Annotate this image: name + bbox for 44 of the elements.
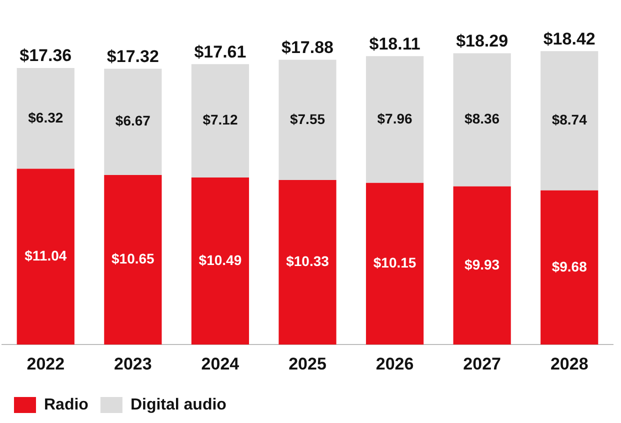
bar <box>366 182 424 345</box>
x-tick-label: 2027 <box>463 354 501 374</box>
total-label: $17.88 <box>282 38 334 57</box>
data-label: $10.65 <box>112 250 155 267</box>
data-label: $6.32 <box>28 109 64 126</box>
data-label: $7.55 <box>290 110 326 127</box>
total-label: $18.29 <box>456 31 508 50</box>
data-label: $10.15 <box>373 254 416 271</box>
data-label: $10.33 <box>286 253 330 270</box>
data-label: $10.49 <box>198 252 242 268</box>
bar <box>278 180 336 345</box>
total-label: $17.32 <box>106 46 159 66</box>
x-tick-label: 2028 <box>550 354 588 374</box>
x-tick-label: 2023 <box>114 354 152 374</box>
total-label: $17.36 <box>20 46 72 66</box>
x-tick-label: 2022 <box>26 354 65 374</box>
data-label: $6.67 <box>115 112 151 129</box>
total-label: $18.42 <box>543 29 596 48</box>
x-tick-label: 2024 <box>201 354 240 374</box>
legend-label: Digital audio <box>130 396 227 414</box>
bar <box>191 177 250 345</box>
total-label: $18.11 <box>369 34 420 54</box>
total-label: $17.61 <box>194 42 246 62</box>
bar <box>366 56 424 183</box>
bar <box>104 174 162 345</box>
data-label: $9.93 <box>464 256 500 272</box>
bar <box>453 186 511 345</box>
data-label: $8.74 <box>552 112 588 128</box>
x-tick-label: 2026 <box>376 354 414 374</box>
bar <box>540 190 598 345</box>
data-label: $7.12 <box>202 112 238 128</box>
bar <box>191 64 250 178</box>
data-label: $9.68 <box>552 258 588 274</box>
data-label: $8.36 <box>464 110 500 127</box>
bar <box>16 168 74 345</box>
bar <box>16 68 74 169</box>
data-label: $11.04 <box>24 248 67 264</box>
legend-label: Radio <box>44 396 89 414</box>
bar <box>453 53 511 186</box>
bar <box>278 60 336 180</box>
bar <box>540 51 598 190</box>
bar <box>104 68 162 175</box>
x-tick-label: 2025 <box>288 354 326 374</box>
data-label: $7.96 <box>377 110 413 126</box>
